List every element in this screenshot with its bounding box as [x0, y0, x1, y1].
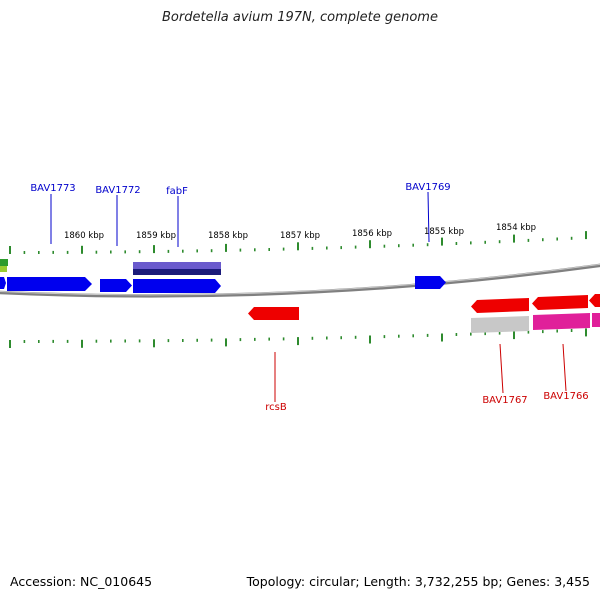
gene-arrow-bav1767	[471, 298, 529, 313]
gene-label-bav1769: BAV1769	[405, 182, 450, 193]
scale-ticks-bottom	[9, 328, 587, 348]
gray-feature-bar	[471, 316, 529, 333]
scale-label-1856: 1856 kbp	[352, 229, 392, 239]
gene-label-bav1772: BAV1772	[95, 185, 140, 196]
gene-label-bav1773: BAV1773	[30, 183, 75, 194]
scale-ticks-top	[9, 231, 587, 254]
gene-arrow-edge-right	[589, 294, 600, 307]
genome-backbone-highlight	[0, 263, 600, 296]
gene-arrow-bav1769	[415, 276, 446, 289]
yellowgreen-feature	[0, 266, 7, 272]
gene-arrow-bav1772	[100, 279, 132, 292]
scale-label-1855: 1855 kbp	[424, 227, 464, 237]
scale-label-1860: 1860 kbp	[64, 231, 104, 241]
leader-bav1766	[562, 343, 567, 392]
gene-arrow-edge-left	[0, 277, 6, 289]
scale-label-1858: 1858 kbp	[208, 231, 248, 241]
gene-label-bav1767: BAV1767	[482, 395, 527, 406]
accession-text: Accession: NC_010645	[10, 574, 153, 589]
scale-label-1859: 1859 kbp	[136, 231, 176, 241]
pink-feature-bar	[533, 313, 590, 330]
genome-summary-text: Topology: circular; Length: 3,732,255 bp…	[246, 574, 590, 589]
gene-label-fabF: fabF	[166, 186, 188, 197]
gene-label-rcsB: rcsB	[265, 402, 287, 413]
gene-arrow-rcsB	[248, 307, 299, 320]
scale-label-1857: 1857 kbp	[280, 231, 320, 241]
genome-backbone	[0, 263, 600, 298]
fabF-feature-bar-dark	[133, 269, 221, 275]
gene-arrow-bav1766	[532, 295, 588, 310]
pink-feature-bar-edge	[592, 313, 600, 327]
gene-arrow-bav1773	[7, 277, 92, 291]
scale-label-1854: 1854 kbp	[496, 223, 536, 233]
green-feature	[0, 259, 8, 266]
gene-arrow-fabF	[133, 279, 221, 293]
leader-bav1767	[499, 343, 504, 394]
gene-label-bav1766: BAV1766	[543, 391, 588, 402]
genome-title: Bordetella avium 197N, complete genome	[162, 10, 438, 25]
leader-bav1769	[427, 191, 430, 243]
fabF-feature-bar	[133, 262, 221, 270]
